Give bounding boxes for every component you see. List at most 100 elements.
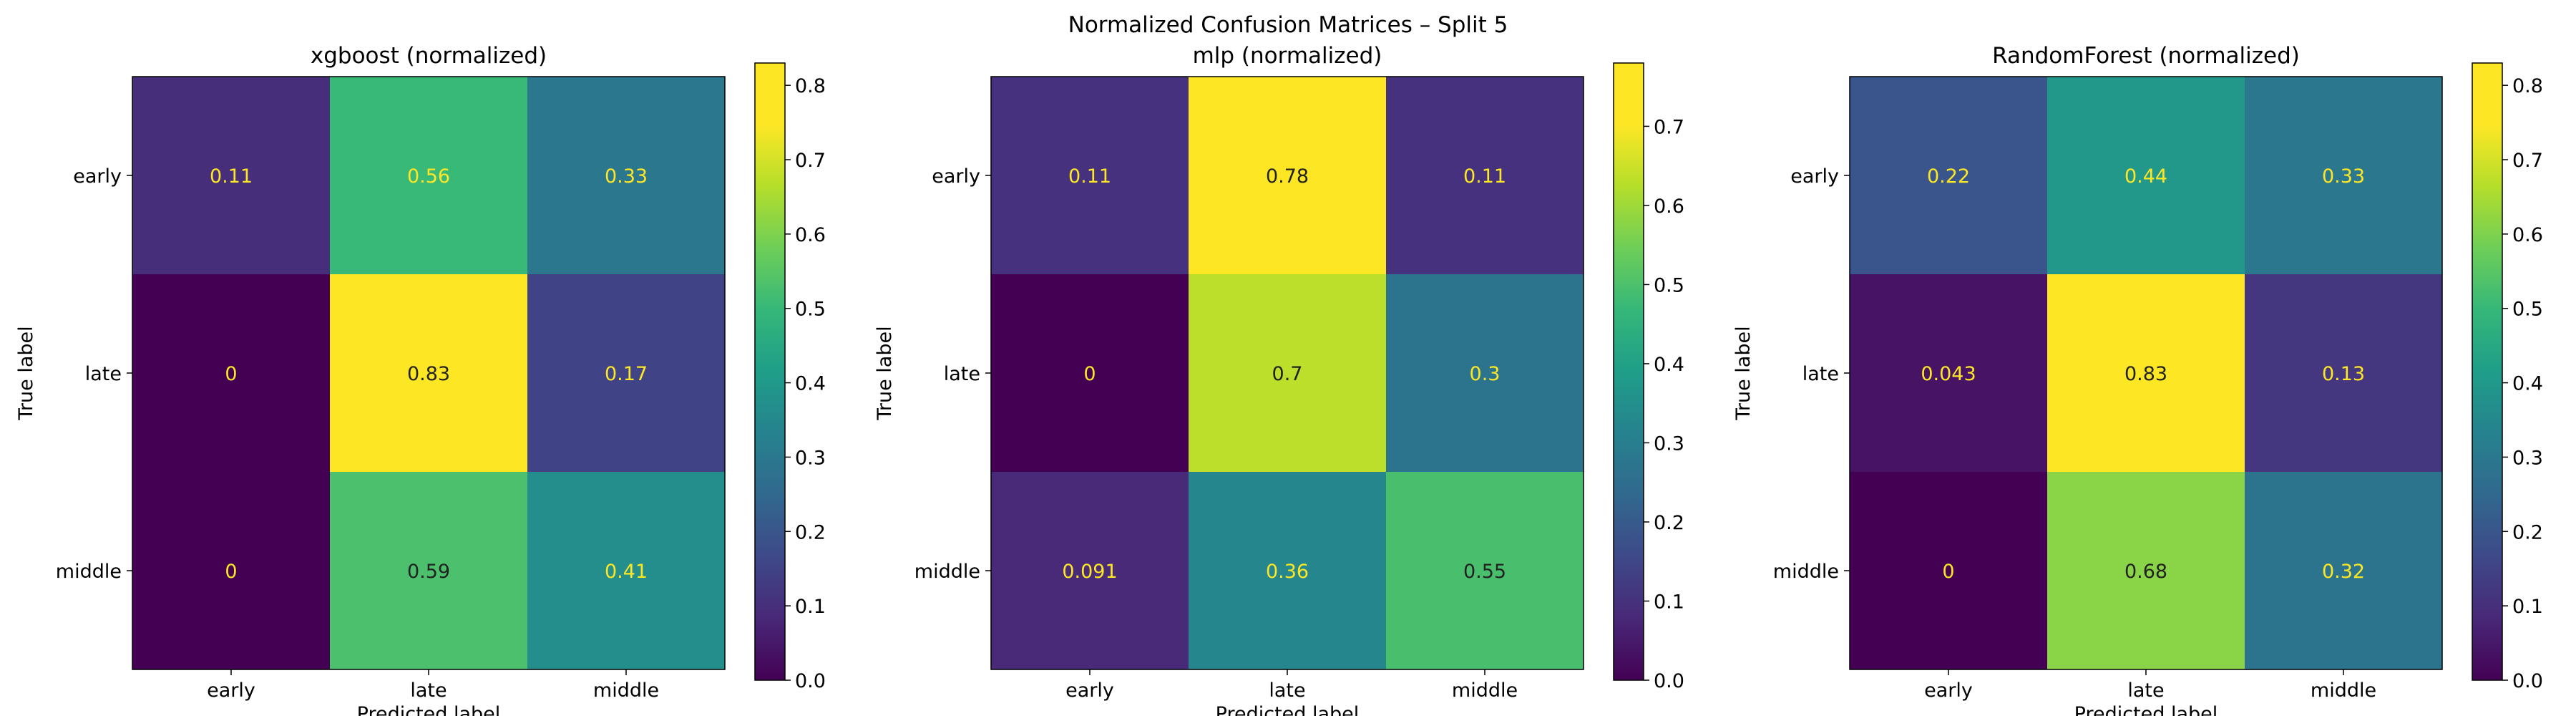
colorbar-tick-label: 0.2 <box>2512 521 2543 543</box>
cell-label: 0.33 <box>605 165 648 188</box>
colorbar-tick-label: 0.3 <box>795 447 826 469</box>
y-tick-label: middle <box>1773 561 1839 583</box>
colorbar-tick-label: 0.6 <box>795 224 826 246</box>
colorbar-tick-label: 0.7 <box>795 150 826 172</box>
colorbar-tick-label: 0.4 <box>795 373 826 395</box>
x-tick-label: middle <box>593 679 659 702</box>
cell-label: 0 <box>1942 561 1954 583</box>
colorbar-tick-label: 0.1 <box>2512 596 2543 618</box>
cell-label: 0.32 <box>2322 561 2365 583</box>
cell-label: 0.11 <box>1068 165 1111 188</box>
y-axis-label: True label <box>1732 326 1755 420</box>
cell-label: 0.59 <box>407 561 450 583</box>
colorbar-tick-label: 0.1 <box>795 596 826 618</box>
y-tick-label: early <box>1790 165 1839 188</box>
panel-title: RandomForest (normalized) <box>1992 43 2300 69</box>
cell-label: 0.11 <box>1463 165 1506 188</box>
colorbar-tick-label: 0.5 <box>1654 274 1684 296</box>
panel-3: RandomForest (normalized) 0.22 0.44 0.33 0.0… <box>1732 43 2543 716</box>
cell-label: 0.13 <box>2322 363 2365 385</box>
colorbar <box>2472 62 2503 681</box>
colorbar-tick-label: 0.2 <box>795 521 826 543</box>
x-axis-label: Predicted label <box>357 703 501 716</box>
colorbar-tick-label: 0.4 <box>1654 354 1684 376</box>
matrix-cell <box>1386 77 1584 274</box>
cell-label: 0.56 <box>407 165 450 188</box>
cell-label: 0.11 <box>210 165 253 188</box>
matrix-cell <box>527 472 725 669</box>
cell-label: 0.55 <box>1463 561 1506 583</box>
y-axis-label: True label <box>15 326 37 420</box>
matrix-cell <box>1386 274 1584 472</box>
x-axis-label: Predicted label <box>1216 703 1360 716</box>
panel-title: mlp (normalized) <box>1193 43 1382 69</box>
cell-label: 0 <box>225 561 237 583</box>
colorbar-tick-label: 0.8 <box>2512 75 2543 97</box>
cell-label: 0.043 <box>1921 363 1976 385</box>
matrix-cell <box>1189 77 1386 274</box>
x-tick-label: middle <box>1452 679 1518 702</box>
cell-label: 0.44 <box>2124 165 2167 188</box>
matrix-cell <box>1850 77 2047 274</box>
cell-label: 0.83 <box>2124 363 2167 385</box>
x-tick-label: late <box>1269 679 1305 702</box>
y-tick-label: late <box>85 363 122 385</box>
colorbar-tick-label: 0.1 <box>1654 591 1684 613</box>
cell-label: 0.68 <box>2124 561 2167 583</box>
panels: xgboost (normalized) 0.11 0.56 0.33 0 0.83 0.1… <box>15 43 2543 716</box>
cell-label: 0.36 <box>1266 561 1309 583</box>
y-axis-label: True label <box>874 326 896 420</box>
cell-label: 0 <box>1083 363 1096 385</box>
colorbar-tick-label: 0.4 <box>2512 373 2543 395</box>
matrix-cell <box>991 472 1189 669</box>
x-tick-label: early <box>207 679 255 702</box>
matrix-cell <box>132 472 330 669</box>
panel-2: mlp (normalized) 0.11 0.78 0.11 0 0.7 0.3 0.091… <box>874 43 1684 716</box>
cell-label: 0.091 <box>1062 561 1117 583</box>
matrix-cell <box>527 274 725 472</box>
matrix-cell <box>132 274 330 472</box>
matrix-cell <box>330 274 527 472</box>
matrix-cell <box>991 77 1189 274</box>
colorbar-tick-label: 0.6 <box>2512 224 2543 246</box>
cell-label: 0.41 <box>605 561 648 583</box>
colorbar <box>1613 62 1644 681</box>
matrix-cell <box>1850 472 2047 669</box>
cell-label: 0.83 <box>407 363 450 385</box>
colorbar <box>754 62 786 681</box>
matrix-cell <box>1386 472 1584 669</box>
colorbar-tick-label: 0.3 <box>1654 432 1684 455</box>
cell-label: 0.7 <box>1272 363 1303 385</box>
matrix-cell <box>330 472 527 669</box>
matrix-cell <box>527 77 725 274</box>
colorbar-tick-label: 0.5 <box>2512 299 2543 321</box>
colorbar-tick-label: 0.3 <box>2512 447 2543 469</box>
y-tick-label: middle <box>914 561 980 583</box>
y-tick-label: late <box>944 363 980 385</box>
colorbar-tick-label: 0.8 <box>795 75 826 97</box>
matrix-cell <box>132 77 330 274</box>
panel-title: xgboost (normalized) <box>311 43 547 69</box>
matrix-cell <box>2245 472 2442 669</box>
y-tick-label: early <box>932 165 980 188</box>
colorbar-tick-label: 0.0 <box>795 670 826 692</box>
colorbar-tick-label: 0.0 <box>1654 670 1684 692</box>
colorbar-tick-label: 0.7 <box>2512 150 2543 172</box>
matrix-cell <box>2245 77 2442 274</box>
y-tick-label: middle <box>56 561 122 583</box>
matrix-cell <box>330 77 527 274</box>
x-axis-label: Predicted label <box>2074 703 2218 716</box>
y-tick-label: late <box>1802 363 1839 385</box>
matrix-cell <box>1189 472 1386 669</box>
x-tick-label: late <box>410 679 447 702</box>
cell-label: 0 <box>225 363 237 385</box>
matrix-cell <box>991 274 1189 472</box>
matrix-cell <box>2047 472 2245 669</box>
cell-label: 0.17 <box>605 363 648 385</box>
cell-label: 0.22 <box>1927 165 1970 188</box>
cell-label: 0.78 <box>1266 165 1309 188</box>
colorbar-tick-label: 0.7 <box>1654 116 1684 138</box>
colorbar-tick-label: 0.2 <box>1654 512 1684 534</box>
matrix-cell <box>2245 274 2442 472</box>
